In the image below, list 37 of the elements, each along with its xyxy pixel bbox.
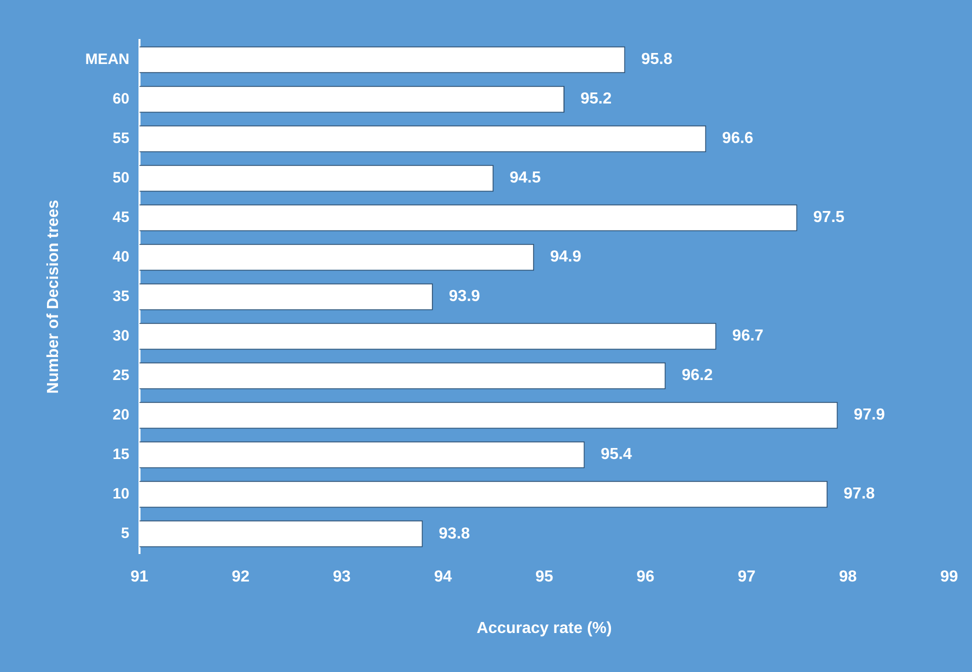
data-label: 94.5 [510,170,541,187]
x-tick-label: 98 [838,568,857,586]
x-tick-label: 95 [535,568,554,586]
x-tick-label: 97 [738,568,756,586]
data-label: 97.8 [844,486,875,503]
x-tick-label: 94 [434,568,452,586]
data-label: 94.9 [550,248,582,266]
data-label: 95.2 [580,90,612,108]
y-tick-label: 35 [112,288,130,305]
data-label: 93.8 [438,525,470,542]
x-tick-label: 91 [130,568,148,586]
y-tick-label: 40 [112,248,130,266]
y-tick-label: 10 [112,485,130,502]
data-label: 97.5 [813,209,845,226]
y-tick-label: 20 [112,406,130,424]
data-label: 96.2 [682,367,713,384]
y-tick-label: 50 [112,169,130,186]
data-label: 95.4 [600,446,632,464]
data-label: 96.6 [722,130,754,148]
y-tick-label: 60 [112,90,130,108]
x-tick-label: 92 [232,568,250,586]
x-tick-label: 96 [636,568,654,586]
y-tick-label: 25 [112,366,130,384]
data-label: 97.9 [854,406,886,424]
x-tick-label: 93 [332,568,351,586]
y-tick-label: 45 [112,208,130,226]
y-tick-label: 15 [112,446,130,463]
y-tick-label: 30 [112,327,130,344]
data-label: 95.8 [641,51,672,68]
y-tick-label: 55 [112,130,130,147]
data-label: 93.9 [448,288,480,306]
data-label: 96.7 [732,328,764,345]
y-tick-label: 5 [121,524,130,542]
x-axis-title: Accuracy rate (%) [476,620,612,637]
y-axis-title: Number of Decision trees [45,200,62,394]
y-tick-label: MEAN [85,50,130,68]
x-tick-label: 99 [940,568,958,586]
